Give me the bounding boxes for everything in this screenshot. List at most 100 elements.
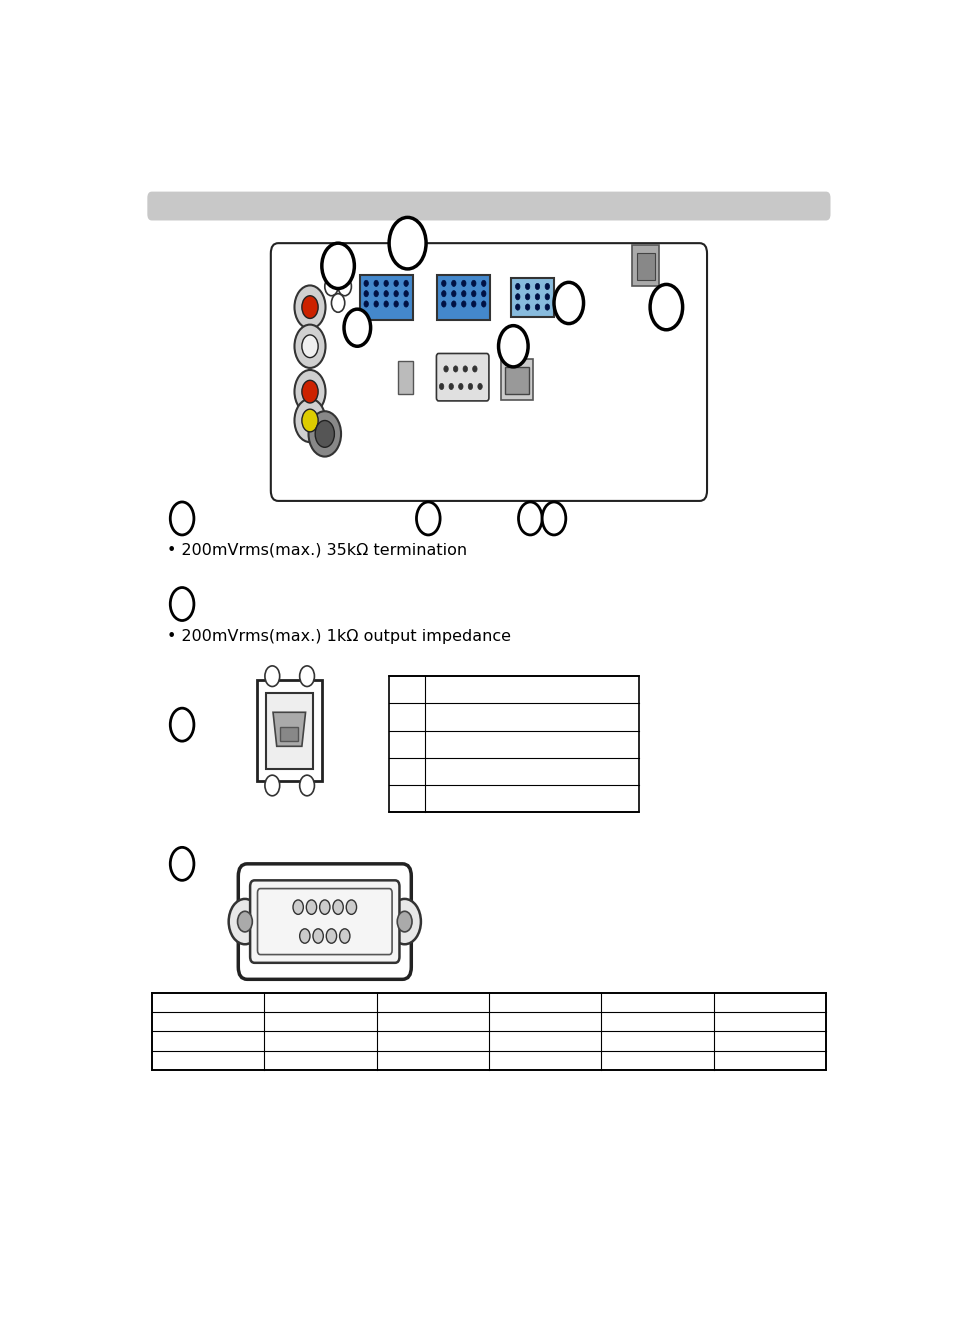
- Circle shape: [364, 291, 368, 297]
- Circle shape: [301, 335, 317, 358]
- Circle shape: [331, 293, 344, 312]
- Circle shape: [346, 900, 356, 915]
- Circle shape: [416, 502, 439, 536]
- Circle shape: [525, 284, 529, 289]
- Circle shape: [265, 665, 279, 687]
- Circle shape: [364, 280, 368, 287]
- Circle shape: [326, 929, 336, 943]
- FancyBboxPatch shape: [397, 360, 413, 394]
- Circle shape: [441, 291, 446, 297]
- Circle shape: [319, 900, 330, 915]
- Circle shape: [383, 301, 388, 307]
- FancyBboxPatch shape: [632, 245, 659, 287]
- Circle shape: [515, 284, 519, 289]
- Circle shape: [461, 301, 465, 307]
- Circle shape: [314, 420, 335, 447]
- Circle shape: [364, 301, 368, 307]
- Circle shape: [515, 304, 519, 311]
- Circle shape: [389, 217, 426, 269]
- Bar: [152, 992, 825, 1070]
- FancyBboxPatch shape: [359, 274, 413, 320]
- FancyBboxPatch shape: [238, 864, 411, 979]
- FancyBboxPatch shape: [637, 253, 654, 280]
- Circle shape: [535, 293, 539, 300]
- Circle shape: [471, 280, 476, 287]
- Circle shape: [170, 502, 193, 536]
- Circle shape: [299, 665, 314, 687]
- FancyBboxPatch shape: [436, 274, 490, 320]
- Circle shape: [403, 280, 408, 287]
- Circle shape: [337, 277, 351, 296]
- Circle shape: [301, 380, 317, 403]
- Circle shape: [265, 775, 279, 795]
- Circle shape: [294, 324, 325, 368]
- Circle shape: [535, 304, 539, 311]
- Circle shape: [458, 383, 462, 390]
- Circle shape: [383, 280, 388, 287]
- Circle shape: [237, 912, 252, 932]
- Circle shape: [374, 291, 378, 297]
- FancyBboxPatch shape: [500, 359, 533, 400]
- Circle shape: [339, 929, 350, 943]
- Circle shape: [294, 399, 325, 442]
- Text: • 200mVrms(max.) 1kΩ output impedance: • 200mVrms(max.) 1kΩ output impedance: [167, 629, 511, 644]
- Circle shape: [544, 284, 549, 289]
- Circle shape: [472, 366, 476, 372]
- Circle shape: [544, 293, 549, 300]
- Circle shape: [388, 898, 420, 944]
- FancyBboxPatch shape: [256, 680, 321, 782]
- Circle shape: [525, 304, 529, 311]
- Circle shape: [170, 848, 193, 880]
- Circle shape: [554, 283, 583, 324]
- Circle shape: [396, 912, 412, 932]
- Bar: [389, 676, 639, 813]
- Circle shape: [299, 929, 310, 943]
- Circle shape: [229, 898, 261, 944]
- Circle shape: [374, 301, 378, 307]
- Circle shape: [481, 291, 485, 297]
- Circle shape: [481, 280, 485, 287]
- Circle shape: [535, 284, 539, 289]
- Circle shape: [374, 280, 378, 287]
- FancyBboxPatch shape: [250, 880, 399, 963]
- Circle shape: [394, 291, 398, 297]
- Circle shape: [515, 293, 519, 300]
- Circle shape: [544, 304, 549, 311]
- Circle shape: [461, 291, 465, 297]
- Circle shape: [294, 285, 325, 329]
- Circle shape: [441, 280, 446, 287]
- Circle shape: [403, 301, 408, 307]
- Circle shape: [383, 291, 388, 297]
- Circle shape: [294, 370, 325, 414]
- Circle shape: [462, 366, 467, 372]
- Circle shape: [403, 291, 408, 297]
- Circle shape: [313, 929, 323, 943]
- Circle shape: [471, 301, 476, 307]
- FancyBboxPatch shape: [271, 244, 706, 501]
- Circle shape: [481, 301, 485, 307]
- Circle shape: [308, 411, 341, 457]
- Circle shape: [439, 383, 443, 390]
- Circle shape: [321, 244, 354, 288]
- Circle shape: [471, 291, 476, 297]
- Circle shape: [299, 775, 314, 795]
- Circle shape: [394, 301, 398, 307]
- Circle shape: [333, 900, 343, 915]
- Circle shape: [518, 502, 541, 536]
- Circle shape: [461, 280, 465, 287]
- FancyBboxPatch shape: [147, 191, 830, 221]
- Circle shape: [324, 277, 337, 296]
- Circle shape: [468, 383, 472, 390]
- Text: • 200mVrms(max.) 35kΩ termination: • 200mVrms(max.) 35kΩ termination: [167, 542, 467, 557]
- FancyBboxPatch shape: [511, 279, 554, 317]
- Polygon shape: [273, 712, 305, 746]
- Circle shape: [301, 410, 317, 432]
- Circle shape: [449, 383, 453, 390]
- Circle shape: [344, 309, 370, 347]
- Circle shape: [451, 291, 456, 297]
- Circle shape: [453, 366, 457, 372]
- Circle shape: [498, 325, 528, 367]
- Circle shape: [170, 708, 193, 742]
- Circle shape: [301, 296, 317, 319]
- Circle shape: [525, 293, 529, 300]
